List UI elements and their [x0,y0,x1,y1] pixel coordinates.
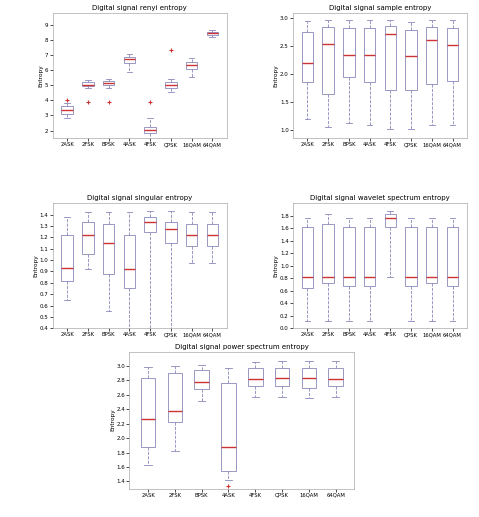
PathPatch shape [328,368,343,386]
PathPatch shape [206,32,218,35]
PathPatch shape [61,235,73,281]
PathPatch shape [364,28,376,82]
PathPatch shape [322,27,334,94]
PathPatch shape [302,33,313,82]
Y-axis label: Entropy: Entropy [34,254,38,277]
PathPatch shape [124,235,135,288]
PathPatch shape [103,224,114,273]
PathPatch shape [405,29,417,89]
PathPatch shape [165,82,177,87]
Title: Digital signal singular entropy: Digital signal singular entropy [87,195,193,201]
PathPatch shape [322,224,334,283]
PathPatch shape [206,224,218,247]
PathPatch shape [61,107,73,114]
PathPatch shape [364,227,376,286]
PathPatch shape [447,28,458,81]
PathPatch shape [275,368,289,386]
PathPatch shape [124,57,135,63]
Title: Digital signal renyi entropy: Digital signal renyi entropy [92,5,187,11]
Title: Digital signal power spectrum entropy: Digital signal power spectrum entropy [175,344,309,350]
PathPatch shape [248,368,262,386]
PathPatch shape [385,214,396,227]
PathPatch shape [343,28,354,77]
PathPatch shape [426,227,437,283]
PathPatch shape [194,370,209,389]
PathPatch shape [186,62,197,69]
PathPatch shape [426,27,437,84]
PathPatch shape [144,127,156,133]
PathPatch shape [144,217,156,232]
PathPatch shape [385,26,396,89]
Y-axis label: Entropy: Entropy [110,408,115,432]
PathPatch shape [302,227,313,287]
PathPatch shape [343,227,354,286]
PathPatch shape [165,222,177,243]
Y-axis label: Entropy: Entropy [39,64,44,87]
Y-axis label: Entropy: Entropy [274,64,279,87]
PathPatch shape [405,227,417,286]
Title: Digital signal wavelet spectrum entropy: Digital signal wavelet spectrum entropy [310,195,450,201]
PathPatch shape [141,377,156,448]
PathPatch shape [82,82,93,86]
PathPatch shape [186,224,197,247]
PathPatch shape [168,373,182,422]
PathPatch shape [103,81,114,85]
PathPatch shape [82,222,93,254]
Y-axis label: Entropy: Entropy [274,254,279,277]
PathPatch shape [301,368,316,388]
Title: Digital signal sample entropy: Digital signal sample entropy [329,5,431,11]
PathPatch shape [447,227,458,286]
PathPatch shape [221,383,236,470]
